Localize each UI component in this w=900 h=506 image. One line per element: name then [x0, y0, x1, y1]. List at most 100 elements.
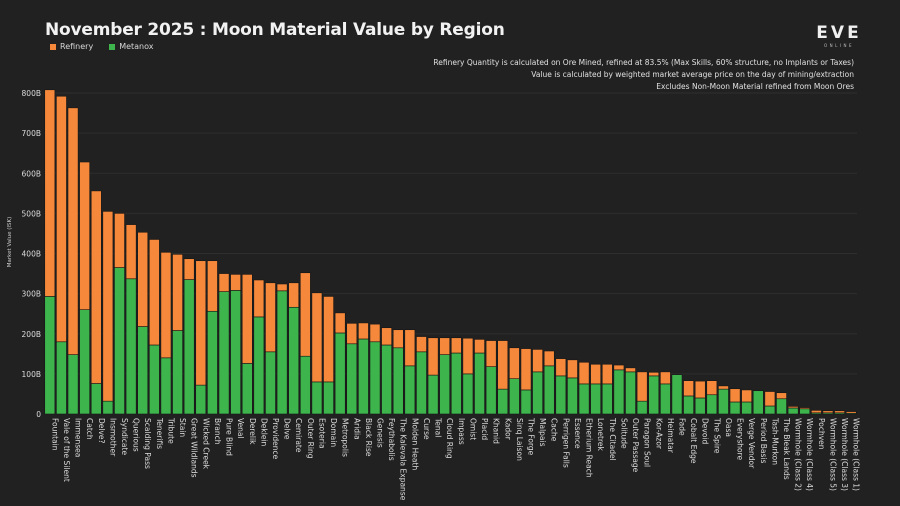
bar-metanox	[613, 369, 625, 415]
bar-refinery	[311, 292, 323, 383]
bar-refinery	[567, 359, 578, 379]
bar-group	[392, 329, 404, 415]
bar-group	[439, 337, 451, 415]
bar-metanox	[694, 397, 706, 415]
bar-metanox	[218, 291, 230, 415]
bar-group	[183, 258, 195, 415]
x-tick-label: Cemirate	[294, 418, 303, 453]
bar-refinery	[160, 251, 172, 359]
bar-refinery	[741, 389, 753, 403]
bar-metanox	[90, 383, 102, 415]
bar-group	[590, 363, 602, 415]
x-tick-label: Sinq Laison	[515, 418, 524, 461]
legend-swatch-metanox	[109, 43, 116, 50]
bar-group	[346, 323, 358, 415]
bar-group	[497, 340, 509, 415]
bar-metanox	[183, 279, 195, 415]
bar-group	[729, 388, 741, 415]
x-tick-label: Domain	[329, 418, 338, 447]
x-tick-label: Outer Passage	[631, 418, 640, 473]
bar-group	[265, 282, 276, 415]
bar-group	[241, 274, 253, 415]
x-tick-label: Aridia	[352, 418, 361, 440]
bar-group	[613, 364, 625, 415]
bar-metanox	[706, 394, 718, 415]
bar-refinery	[439, 337, 451, 355]
bar-refinery	[253, 279, 265, 318]
bar-metanox	[125, 278, 137, 415]
x-tick-label: The Spire	[712, 417, 721, 454]
x-tick-label: Lonetrek	[596, 418, 605, 451]
x-tick-label: Esoteria	[317, 418, 326, 449]
y-tick-label: 800B	[22, 89, 41, 98]
bar-metanox	[764, 405, 776, 415]
x-tick-label: Insmother	[108, 418, 117, 457]
bar-metanox	[323, 381, 334, 415]
bar-refinery	[625, 367, 636, 373]
bar-refinery	[148, 239, 160, 346]
bar-refinery	[276, 283, 288, 292]
bar-refinery	[172, 254, 183, 331]
bar-metanox	[253, 316, 265, 415]
bar-group	[195, 260, 207, 415]
bar-group	[822, 410, 834, 415]
bar-refinery	[346, 323, 358, 345]
bar-refinery	[44, 89, 56, 297]
x-tick-label: Black Rise	[364, 418, 373, 457]
x-tick-label: Tash-Murkon	[770, 417, 779, 465]
note-value: Value is calculated by weighted market a…	[531, 70, 854, 79]
eve-online-logo: EVE ONLINE	[812, 24, 866, 48]
legend-swatch-refinery	[50, 43, 56, 50]
bar-metanox	[532, 371, 543, 415]
bar-refinery	[427, 337, 439, 376]
x-tick-label: Genesis	[376, 418, 385, 448]
bar-metanox	[578, 383, 590, 415]
bar-refinery	[218, 273, 230, 292]
bar-group	[125, 224, 137, 415]
y-tick-label: 400B	[22, 250, 41, 259]
bar-refinery	[729, 388, 741, 403]
bar-refinery	[578, 361, 590, 385]
bar-group	[218, 273, 230, 415]
bar-group	[67, 107, 79, 415]
bar-group	[787, 406, 799, 415]
bar-metanox	[102, 400, 114, 415]
bar-metanox	[288, 306, 300, 415]
bar-metanox	[509, 378, 520, 415]
bar-group	[114, 213, 125, 415]
note-excludes: Excludes Non-Moon Material refined from …	[656, 82, 854, 91]
x-tick-label: Pochven	[817, 418, 826, 450]
x-axis-labels: Fountain Vale of the Silent Immensea Catch D…	[50, 417, 860, 501]
bar-metanox	[648, 375, 660, 415]
x-tick-label: Syndicate	[120, 418, 129, 455]
x-tick-label: Vale of the Silent	[62, 418, 71, 482]
bar-group	[160, 251, 172, 415]
bar-metanox	[636, 400, 648, 415]
bar-refinery	[67, 107, 79, 355]
x-tick-label: Immensea	[74, 418, 83, 457]
bar-metanox	[79, 309, 91, 415]
bar-metanox	[172, 330, 183, 415]
bar-metanox	[160, 357, 172, 415]
bar-refinery	[810, 410, 822, 414]
bar-metanox	[474, 352, 485, 415]
bar-metanox	[741, 401, 753, 415]
bar-group	[311, 292, 323, 415]
x-tick-label: Curse	[422, 418, 431, 440]
x-tick-label: Catch	[85, 418, 94, 440]
bar-refinery	[183, 258, 195, 280]
bar-group	[56, 95, 67, 415]
bar-group	[799, 407, 811, 415]
x-tick-label: The Bleak Lands	[782, 417, 791, 480]
bar-metanox	[230, 290, 241, 415]
bar-group	[462, 337, 474, 415]
x-tick-label: Perrigen Falls	[561, 418, 570, 468]
bar-refinery	[694, 380, 706, 399]
bar-metanox	[671, 374, 683, 415]
bar-group	[671, 374, 683, 415]
x-tick-label: Venal	[236, 418, 245, 439]
bar-group	[543, 350, 555, 415]
x-tick-label: Paragon Soul	[643, 418, 652, 467]
x-tick-label: Feythabolis	[387, 418, 396, 461]
x-tick-label: Providence	[271, 418, 280, 460]
